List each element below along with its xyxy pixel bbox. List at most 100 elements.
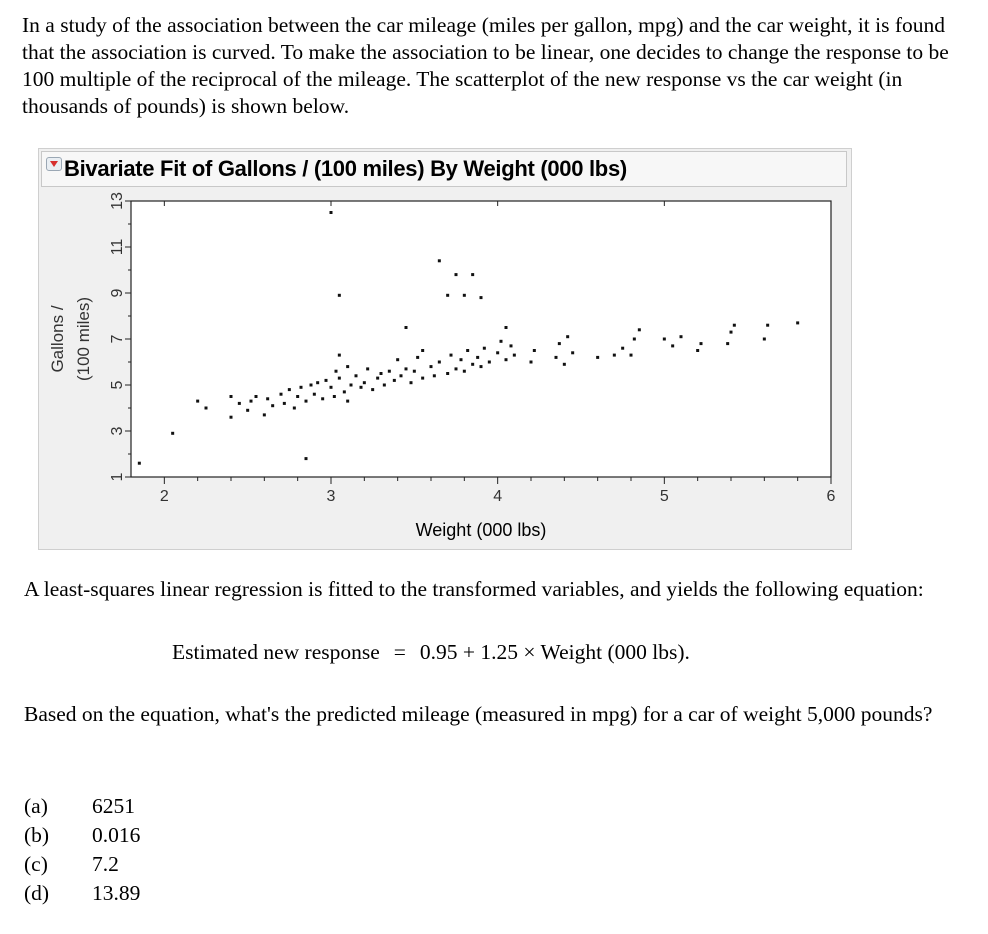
data-point <box>196 399 200 403</box>
data-point <box>762 337 766 341</box>
data-point <box>337 353 341 357</box>
data-point <box>437 360 441 364</box>
data-point <box>479 296 483 300</box>
data-point <box>466 349 470 352</box>
data-point <box>421 376 425 380</box>
equation-rhs: 0.95 + 1.25 × Weight (000 lbs). <box>419 640 690 664</box>
regression-equation: Estimated new response = 0.95 + 1.25 × Wei… <box>172 640 690 665</box>
choice-text: 6251 <box>92 794 135 818</box>
data-point <box>729 330 733 334</box>
data-point <box>329 211 333 214</box>
data-point <box>454 367 458 371</box>
y-tick-label: 13 <box>109 192 126 210</box>
data-point <box>446 372 450 375</box>
data-point <box>321 397 325 401</box>
data-point <box>171 431 175 435</box>
data-point <box>312 392 316 396</box>
data-point <box>271 404 275 408</box>
data-point <box>471 362 475 366</box>
data-point <box>429 365 433 369</box>
data-point <box>621 346 625 350</box>
data-point <box>354 374 358 378</box>
choice-letter: (b) <box>24 823 50 847</box>
data-point <box>334 369 338 373</box>
data-point <box>637 328 641 332</box>
choice-d[interactable]: (d) 13.89 <box>24 879 140 908</box>
data-point <box>462 293 466 297</box>
data-point <box>332 395 336 398</box>
choice-b[interactable]: (b) 0.016 <box>24 821 140 850</box>
choice-text: 13.89 <box>92 881 141 905</box>
data-point <box>266 397 270 401</box>
data-point <box>229 395 233 398</box>
data-point <box>421 349 425 352</box>
data-point <box>362 381 366 385</box>
data-point <box>432 374 436 378</box>
equation-equals: = <box>393 640 406 664</box>
data-point <box>629 353 633 357</box>
data-point <box>671 344 675 348</box>
data-point <box>796 321 800 325</box>
choice-text: 0.016 <box>92 823 141 847</box>
data-point <box>304 457 308 461</box>
data-point <box>346 399 350 403</box>
choice-a[interactable]: (a) 6251 <box>24 792 140 821</box>
choice-text: 7.2 <box>92 852 119 876</box>
data-point <box>554 355 558 359</box>
data-point <box>366 367 370 371</box>
data-point <box>632 337 636 341</box>
data-point <box>287 388 291 392</box>
data-point <box>371 388 375 392</box>
data-point <box>387 369 391 373</box>
data-point <box>566 335 570 339</box>
data-point <box>412 369 416 373</box>
data-point <box>512 353 516 357</box>
data-point <box>399 374 403 378</box>
y-tick-label: 5 <box>109 380 126 389</box>
data-point <box>299 385 303 389</box>
data-point <box>409 381 413 385</box>
data-point <box>376 376 380 380</box>
x-tick-label: 4 <box>493 488 502 505</box>
data-point <box>349 383 353 387</box>
data-point <box>382 383 386 387</box>
data-point <box>471 273 475 277</box>
x-tick-label: 3 <box>327 488 336 505</box>
x-tick-label: 6 <box>827 488 836 505</box>
data-point <box>596 355 600 359</box>
data-point <box>237 401 241 405</box>
data-point <box>504 358 508 362</box>
data-point <box>437 259 441 263</box>
choice-letter: (d) <box>24 881 50 905</box>
choice-c[interactable]: (c) 7.2 <box>24 850 140 879</box>
data-point <box>612 353 616 357</box>
data-point <box>487 360 491 364</box>
question-intro: In a study of the association between th… <box>22 13 949 118</box>
y-tick-label: 3 <box>109 426 126 435</box>
panel-header[interactable]: Bivariate Fit of Gallons / (100 miles) B… <box>41 151 847 187</box>
data-point <box>337 293 341 297</box>
scatterplot: 13 11 9 7 5 3 1 2 3 4 5 6 Weight (000 lbs) Gallons… <box>48 192 836 540</box>
data-point <box>296 395 300 398</box>
choice-letter: (a) <box>24 794 48 818</box>
data-point <box>229 415 233 419</box>
y-axis-label-line2: (100 miles) <box>74 297 93 381</box>
data-point <box>504 326 508 329</box>
data-point <box>342 390 346 394</box>
data-point <box>329 385 333 389</box>
data-point <box>137 461 141 465</box>
data-point <box>346 365 350 369</box>
y-tick-label: 9 <box>109 288 126 297</box>
data-point <box>454 273 458 277</box>
choice-letter: (c) <box>24 852 48 876</box>
data-point <box>496 351 500 355</box>
panel-title: Bivariate Fit of Gallons / (100 miles) B… <box>64 156 627 181</box>
data-point <box>446 293 450 297</box>
data-point <box>766 323 770 327</box>
data-point <box>732 323 736 327</box>
data-point <box>204 406 208 410</box>
red-triangle-disclosure-icon[interactable] <box>46 157 62 171</box>
data-point <box>726 342 730 346</box>
data-point <box>462 369 466 373</box>
plot-area <box>130 200 832 478</box>
